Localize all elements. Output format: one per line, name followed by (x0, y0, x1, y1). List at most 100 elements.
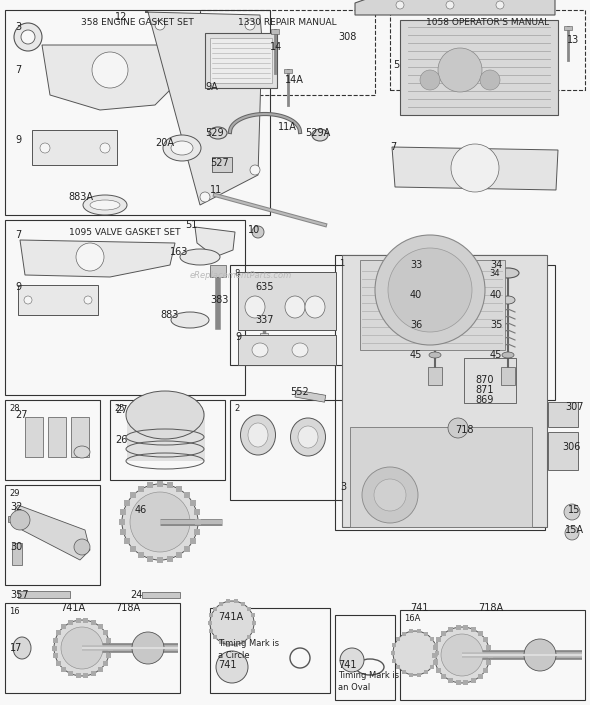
Circle shape (54, 620, 110, 676)
Ellipse shape (429, 352, 441, 358)
Circle shape (14, 23, 42, 51)
Bar (360, 260, 505, 350)
Circle shape (40, 143, 50, 153)
Bar (430, 637, 434, 641)
Bar (441, 674, 446, 679)
Circle shape (451, 144, 499, 192)
Circle shape (393, 631, 437, 675)
Bar (157, 557, 163, 563)
Text: 34: 34 (490, 260, 502, 270)
Text: 529: 529 (205, 128, 224, 138)
Polygon shape (392, 147, 558, 190)
Polygon shape (42, 45, 180, 110)
Bar (402, 670, 406, 674)
Bar (247, 607, 251, 611)
Bar (157, 481, 163, 487)
Bar (271, 29, 279, 34)
Ellipse shape (74, 446, 90, 458)
Bar (238, 335, 336, 365)
Bar (430, 665, 434, 669)
Text: 14: 14 (270, 42, 282, 52)
Circle shape (245, 20, 255, 30)
Bar (5, 10, 270, 215)
Ellipse shape (248, 423, 268, 447)
Bar (130, 492, 136, 498)
Text: 32: 32 (10, 502, 22, 512)
Text: 20A: 20A (155, 138, 174, 148)
Bar (200, 10, 375, 95)
Bar (436, 637, 441, 642)
Ellipse shape (502, 352, 514, 358)
Circle shape (524, 639, 556, 671)
Circle shape (374, 479, 406, 511)
Bar (432, 644, 438, 649)
Bar (483, 637, 488, 642)
Bar (564, 26, 572, 30)
Text: 337: 337 (255, 315, 274, 325)
Ellipse shape (171, 312, 209, 328)
Bar (56, 630, 61, 635)
Bar (209, 629, 214, 632)
Bar (251, 613, 255, 618)
Bar (68, 671, 73, 676)
Polygon shape (20, 240, 175, 277)
Text: 13: 13 (567, 35, 579, 45)
Ellipse shape (298, 426, 318, 448)
Circle shape (420, 70, 440, 90)
Bar (190, 538, 196, 544)
Bar (190, 500, 196, 506)
Text: 9: 9 (15, 135, 21, 145)
Bar (205, 33, 277, 88)
Circle shape (564, 504, 580, 520)
Bar (436, 668, 441, 673)
Bar (435, 651, 439, 655)
Bar (335, 255, 545, 530)
Bar (119, 519, 125, 525)
Text: 35: 35 (490, 320, 502, 330)
Bar (210, 608, 330, 693)
Bar (12, 543, 22, 565)
Bar (234, 643, 238, 646)
Ellipse shape (501, 296, 515, 304)
Text: 45: 45 (410, 350, 422, 360)
Text: 11: 11 (210, 185, 222, 195)
Bar (91, 620, 96, 625)
Bar (238, 272, 336, 330)
Ellipse shape (83, 195, 127, 215)
Bar (402, 632, 406, 636)
Text: 358 ENGINE GASKET SET: 358 ENGINE GASKET SET (81, 18, 194, 27)
Text: 306: 306 (562, 442, 581, 452)
Ellipse shape (180, 249, 220, 265)
Bar (409, 630, 413, 633)
Text: 7: 7 (390, 142, 396, 152)
Text: 529A: 529A (305, 128, 330, 138)
Bar (400, 610, 585, 700)
Text: 741: 741 (218, 660, 237, 670)
Ellipse shape (252, 343, 268, 357)
Bar (209, 613, 214, 618)
Bar (424, 670, 428, 674)
Bar (405, 265, 480, 400)
Bar (448, 627, 453, 632)
Bar (409, 673, 413, 677)
Ellipse shape (90, 200, 120, 210)
Polygon shape (355, 0, 555, 15)
Circle shape (252, 226, 264, 238)
Ellipse shape (256, 284, 272, 296)
Text: Timing Mark is: Timing Mark is (218, 639, 279, 647)
Bar (5, 603, 180, 693)
Bar (120, 529, 126, 535)
Circle shape (565, 526, 579, 540)
Circle shape (155, 20, 165, 30)
Bar (138, 552, 144, 558)
Bar (247, 635, 251, 639)
Text: 357: 357 (10, 590, 29, 600)
Text: 635: 635 (255, 282, 274, 292)
Text: 16A: 16A (404, 614, 420, 623)
Ellipse shape (285, 296, 305, 318)
Circle shape (388, 248, 472, 332)
Text: 163: 163 (170, 247, 188, 257)
Ellipse shape (292, 343, 308, 357)
Bar (130, 546, 136, 552)
Ellipse shape (171, 141, 193, 155)
